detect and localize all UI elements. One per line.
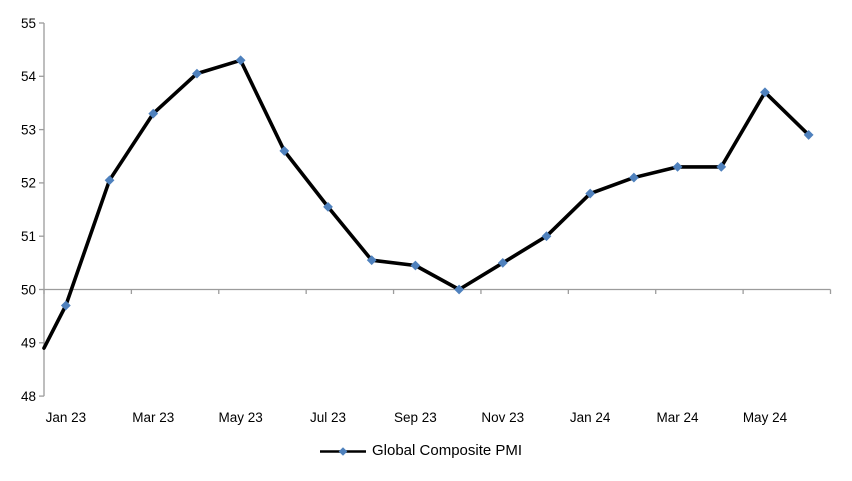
y-axis-label: 53 bbox=[21, 122, 36, 137]
y-axis-label: 50 bbox=[21, 282, 36, 297]
y-axis-label: 49 bbox=[21, 336, 36, 351]
x-axis-label: Jan 23 bbox=[46, 410, 87, 425]
data-point-marker bbox=[454, 284, 464, 295]
data-point-marker bbox=[279, 146, 290, 156]
x-axis-label: Mar 24 bbox=[657, 410, 700, 425]
data-point-marker bbox=[628, 172, 639, 183]
x-axis-label: Sep 23 bbox=[394, 410, 437, 425]
x-axis-label: Jul 23 bbox=[310, 410, 346, 425]
data-point-marker bbox=[235, 55, 246, 66]
data-point-marker bbox=[60, 300, 71, 311]
data-point-marker bbox=[497, 257, 508, 268]
data-point-marker bbox=[541, 231, 552, 242]
data-point-marker bbox=[760, 87, 770, 98]
legend-line-marker-icon bbox=[320, 446, 366, 456]
pmi-series-line bbox=[42, 58, 811, 350]
data-point-marker bbox=[672, 162, 683, 172]
data-point-marker bbox=[803, 130, 814, 140]
legend: Global Composite PMI bbox=[320, 442, 522, 460]
y-axis-label: 52 bbox=[21, 176, 36, 191]
data-point-marker bbox=[148, 108, 159, 119]
x-axis-label: May 24 bbox=[743, 410, 788, 425]
y-axis-label: 55 bbox=[21, 16, 36, 31]
data-point-marker bbox=[366, 255, 377, 266]
data-point-marker bbox=[410, 260, 421, 271]
legend-label: Global Composite PMI bbox=[372, 442, 523, 459]
x-axis-label: Nov 23 bbox=[481, 410, 524, 425]
y-axis-label: 48 bbox=[21, 389, 36, 404]
data-point-marker bbox=[323, 201, 333, 212]
x-axis-label: Jan 24 bbox=[570, 410, 611, 425]
data-point-marker bbox=[192, 68, 202, 79]
data-point-marker bbox=[104, 175, 115, 186]
x-axis-label: Mar 23 bbox=[132, 410, 174, 425]
y-axis-label: 54 bbox=[21, 69, 37, 84]
data-point-marker bbox=[716, 162, 727, 172]
x-axis-label: May 23 bbox=[218, 410, 262, 425]
data-point-marker bbox=[585, 188, 596, 199]
y-axis-label: 51 bbox=[21, 229, 36, 244]
